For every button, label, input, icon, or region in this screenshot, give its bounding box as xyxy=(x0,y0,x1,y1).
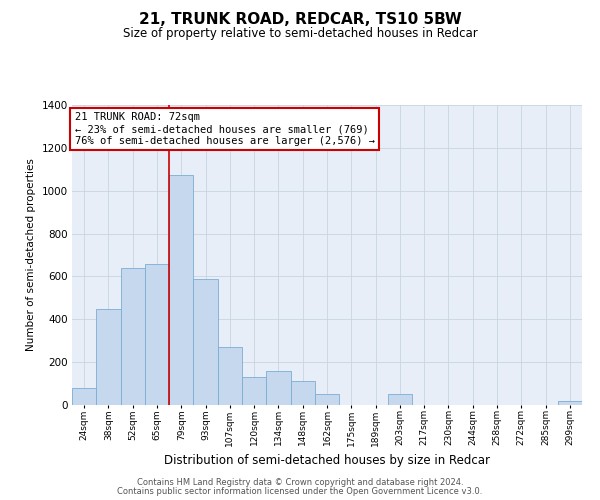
Bar xyxy=(72,388,96,405)
Text: Size of property relative to semi-detached houses in Redcar: Size of property relative to semi-detach… xyxy=(122,28,478,40)
Text: 21, TRUNK ROAD, REDCAR, TS10 5BW: 21, TRUNK ROAD, REDCAR, TS10 5BW xyxy=(139,12,461,28)
Text: Contains public sector information licensed under the Open Government Licence v3: Contains public sector information licen… xyxy=(118,487,482,496)
Text: Contains HM Land Registry data © Crown copyright and database right 2024.: Contains HM Land Registry data © Crown c… xyxy=(137,478,463,487)
Bar xyxy=(266,370,290,405)
Bar xyxy=(242,377,266,405)
X-axis label: Distribution of semi-detached houses by size in Redcar: Distribution of semi-detached houses by … xyxy=(164,454,490,467)
Y-axis label: Number of semi-detached properties: Number of semi-detached properties xyxy=(26,158,36,352)
Bar xyxy=(96,308,121,405)
Bar xyxy=(145,264,169,405)
Bar xyxy=(169,174,193,405)
Bar xyxy=(388,394,412,405)
Bar xyxy=(121,268,145,405)
Bar xyxy=(193,278,218,405)
Text: 21 TRUNK ROAD: 72sqm
← 23% of semi-detached houses are smaller (769)
76% of semi: 21 TRUNK ROAD: 72sqm ← 23% of semi-detac… xyxy=(74,112,374,146)
Bar xyxy=(315,394,339,405)
Bar xyxy=(218,347,242,405)
Bar xyxy=(558,400,582,405)
Bar xyxy=(290,382,315,405)
